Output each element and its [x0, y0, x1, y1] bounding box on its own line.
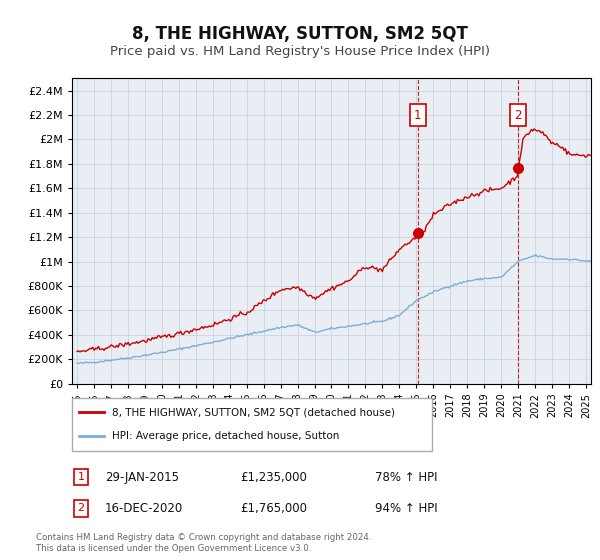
Text: Price paid vs. HM Land Registry's House Price Index (HPI): Price paid vs. HM Land Registry's House … — [110, 45, 490, 58]
Text: 94% ↑ HPI: 94% ↑ HPI — [375, 502, 437, 515]
Text: Contains HM Land Registry data © Crown copyright and database right 2024.
This d: Contains HM Land Registry data © Crown c… — [36, 533, 371, 553]
Text: 29-JAN-2015: 29-JAN-2015 — [105, 470, 179, 484]
Text: £1,235,000: £1,235,000 — [240, 470, 307, 484]
Text: 16-DEC-2020: 16-DEC-2020 — [105, 502, 183, 515]
Text: 2: 2 — [77, 503, 85, 514]
Text: 1: 1 — [77, 472, 85, 482]
Text: 8, THE HIGHWAY, SUTTON, SM2 5QT (detached house): 8, THE HIGHWAY, SUTTON, SM2 5QT (detache… — [112, 408, 395, 418]
Text: £1,765,000: £1,765,000 — [240, 502, 307, 515]
Text: 2: 2 — [514, 109, 522, 122]
Text: 8, THE HIGHWAY, SUTTON, SM2 5QT: 8, THE HIGHWAY, SUTTON, SM2 5QT — [132, 25, 468, 43]
Text: 78% ↑ HPI: 78% ↑ HPI — [375, 470, 437, 484]
Text: HPI: Average price, detached house, Sutton: HPI: Average price, detached house, Sutt… — [112, 431, 339, 441]
Text: 1: 1 — [414, 109, 421, 122]
